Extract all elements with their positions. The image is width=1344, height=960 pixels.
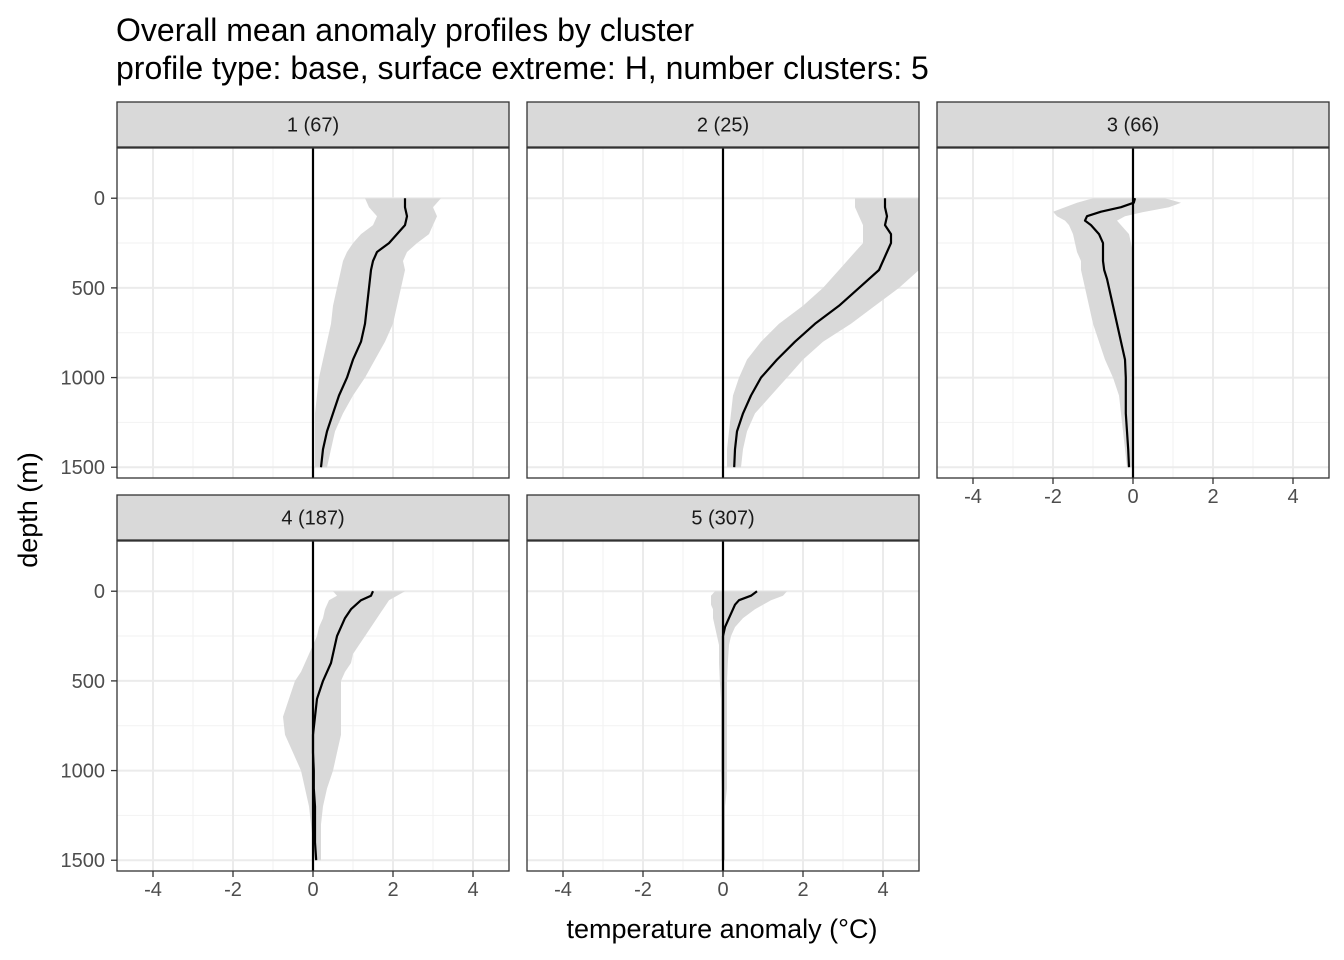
confidence-ribbon: [315, 198, 441, 468]
y-tick-label: 500: [72, 278, 105, 300]
facet-strip-label: 4 (187): [281, 508, 344, 530]
panel-3: 3 (66) -4 -2 0 2 4: [936, 101, 1330, 508]
facet-strip-label: 5 (307): [691, 508, 754, 530]
facet-strip: [116, 494, 510, 541]
x-tick-label: 0: [307, 879, 318, 901]
x-tick-label: 2: [797, 879, 808, 901]
mean-profile-line: [733, 198, 893, 468]
x-tick-label: 0: [1127, 486, 1138, 508]
confidence-ribbon: [727, 198, 919, 468]
confidence-ribbon: [1053, 198, 1181, 468]
y-tick-label: 0: [94, 188, 105, 210]
x-tick-label: 4: [877, 879, 888, 901]
y-tick-label: 1500: [61, 850, 106, 872]
facet-strip: [936, 101, 1330, 148]
mean-profile-line: [721, 590, 758, 861]
y-tick-label: 1500: [61, 457, 106, 479]
x-tick-label: -4: [554, 879, 572, 901]
x-tick-label: -2: [634, 879, 652, 901]
facet-strip-label: 3 (66): [1107, 115, 1159, 137]
facet-strip: [116, 101, 510, 148]
x-axis-title: temperature anomaly (°C): [567, 914, 878, 944]
chart-subtitle: profile type: base, surface extreme: H, …: [116, 50, 929, 86]
facet-strip-label: 1 (67): [287, 115, 339, 137]
facet-strip: [526, 494, 920, 541]
y-tick-label: 500: [72, 671, 105, 693]
facet-strip: [526, 101, 920, 148]
panel-border: [116, 147, 510, 479]
panel-border: [526, 147, 920, 479]
panel-2: 2 (25): [526, 101, 920, 479]
x-tick-label: 4: [1287, 486, 1298, 508]
chart-title: Overall mean anomaly profiles by cluster: [116, 12, 694, 48]
x-tick-label: -4: [144, 879, 162, 901]
confidence-ribbon: [711, 591, 787, 861]
x-tick-label: -2: [224, 879, 242, 901]
panel-1: 1 (67) 0 500 1000 1500: [61, 101, 510, 479]
y-tick-label: 1000: [61, 761, 106, 783]
mean-profile-line: [311, 590, 375, 861]
y-tick-label: 1000: [61, 368, 106, 390]
x-tick-label: 4: [467, 879, 478, 901]
x-tick-label: 2: [387, 879, 398, 901]
y-tick-label: 0: [94, 581, 105, 603]
facet-strip-label: 2 (25): [697, 115, 749, 137]
mean-profile-line: [319, 198, 409, 468]
x-tick-label: -4: [964, 486, 982, 508]
x-tick-label: 2: [1207, 486, 1218, 508]
panel-4: 4 (187) 0 500 1000 1500 -4 -2 0 2 4: [61, 494, 510, 901]
mean-profile-line: [1083, 197, 1137, 468]
x-tick-label: 0: [717, 879, 728, 901]
panel-5: 5 (307) -4 -2 0 2 4: [526, 494, 920, 901]
x-tick-label: -2: [1044, 486, 1062, 508]
y-axis-title: depth (m): [13, 452, 43, 568]
